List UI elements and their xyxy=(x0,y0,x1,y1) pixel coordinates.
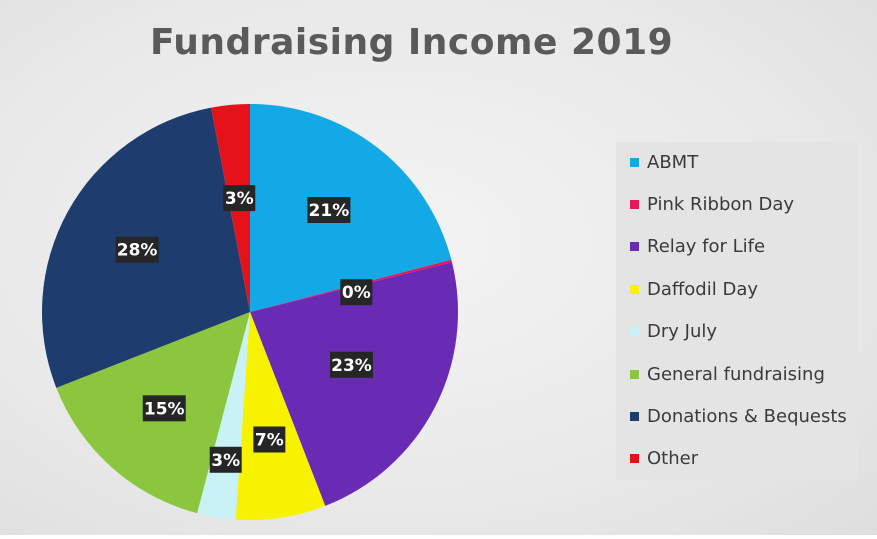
data-label-text: 21% xyxy=(309,201,350,221)
data-label-5: 15% xyxy=(142,395,186,422)
legend-swatch xyxy=(630,369,639,379)
legend-swatch xyxy=(630,327,639,337)
legend-label: Dry July xyxy=(647,321,718,343)
pie-slice-3 xyxy=(235,312,326,520)
legend-item: Donations & Bequests xyxy=(630,404,847,428)
data-label-box xyxy=(209,446,242,473)
data-label-6: 28% xyxy=(115,236,159,263)
legend-label: Other xyxy=(647,448,699,470)
legend-swatch xyxy=(630,454,639,464)
data-label-box xyxy=(340,279,373,306)
data-label-2: 23% xyxy=(329,351,373,378)
data-label-box xyxy=(142,395,186,422)
legend-item: Relay for Life xyxy=(630,235,765,259)
data-label-3: 7% xyxy=(253,426,286,453)
legend-item: General fundraising xyxy=(630,362,825,386)
legend-label: Daffodil Day xyxy=(647,278,758,300)
legend-swatch xyxy=(630,242,639,252)
legend-label: ABMT xyxy=(647,151,699,173)
data-label-0: 21% xyxy=(307,196,351,223)
data-label-box xyxy=(223,185,256,212)
data-label-text: 0% xyxy=(342,283,371,303)
legend-item: Other xyxy=(630,447,698,471)
data-label-box xyxy=(253,426,286,453)
data-label-box xyxy=(307,196,351,223)
bottom-border xyxy=(0,535,877,539)
data-label-text: 3% xyxy=(225,189,254,209)
data-label-text: 3% xyxy=(211,451,240,471)
legend-swatch xyxy=(630,284,639,294)
legend-item: ABMT xyxy=(630,150,698,174)
legend-item: Dry July xyxy=(630,320,717,344)
legend-swatch xyxy=(630,157,639,167)
data-label-4: 3% xyxy=(209,446,242,473)
pie-slice-2 xyxy=(250,262,458,506)
legend-label: Pink Ribbon Day xyxy=(647,193,795,215)
data-label-text: 28% xyxy=(117,241,158,261)
data-label-box xyxy=(115,236,159,263)
data-label-text: 23% xyxy=(331,356,372,376)
legend-swatch xyxy=(630,411,639,421)
legend-item: Daffodil Day xyxy=(630,277,758,301)
data-label-box xyxy=(329,351,373,378)
data-label-7: 3% xyxy=(223,185,256,212)
data-label-text: 7% xyxy=(255,431,284,451)
data-label-1: 0% xyxy=(340,279,373,306)
legend-label: General fundraising xyxy=(647,363,825,385)
chart-legend: ABMT Pink Ribbon Day Relay for Life Daffodi… xyxy=(616,142,858,480)
pie-slice-0 xyxy=(250,104,452,312)
legend-item: Pink Ribbon Day xyxy=(630,192,794,216)
chart-title: Fundraising Income 2019 xyxy=(150,22,674,63)
legend-label: Relay for Life xyxy=(647,236,766,258)
legend-swatch xyxy=(630,199,639,209)
legend-label: Donations & Bequests xyxy=(647,405,847,427)
data-label-text: 15% xyxy=(144,399,185,419)
